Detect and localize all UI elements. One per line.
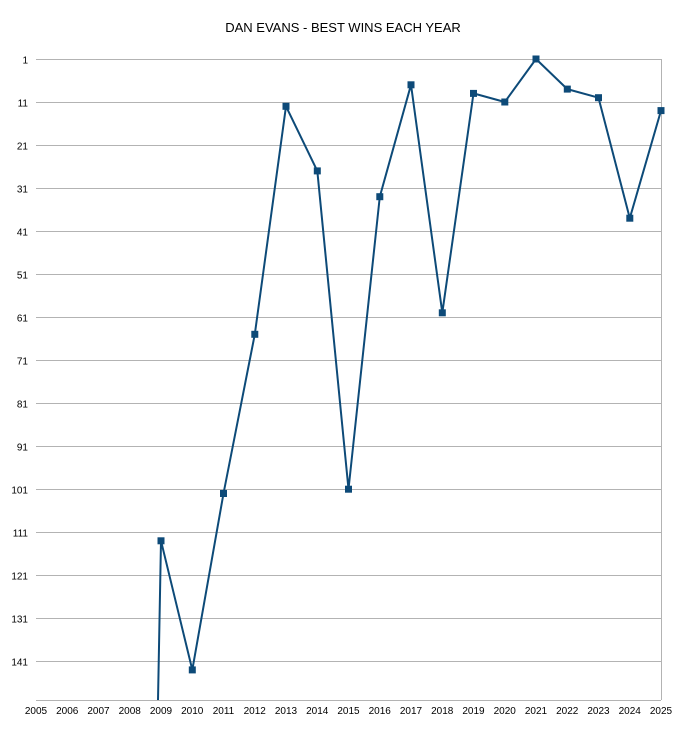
x-tick-label: 2015: [337, 706, 360, 717]
data-point-marker: [313, 167, 321, 175]
series-layer: [157, 55, 665, 701]
data-point-marker: [532, 55, 540, 63]
y-tick-label: 141: [11, 658, 28, 669]
x-tick-label: 2006: [56, 706, 79, 717]
data-point-marker: [407, 81, 415, 89]
data-point-marker: [438, 309, 446, 317]
data-point-marker: [157, 537, 165, 545]
x-tick-label: 2024: [619, 706, 642, 717]
y-tick-label: 111: [13, 529, 29, 540]
y-tick-label: 91: [17, 443, 29, 454]
x-tick-label: 2013: [275, 706, 298, 717]
x-tick-label: 2009: [150, 706, 173, 717]
chart-title: DAN EVANS - BEST WINS EACH YEAR: [225, 20, 461, 35]
y-tick-label: 11: [18, 99, 29, 110]
data-point-marker: [563, 85, 571, 93]
y-tick-label: 61: [17, 314, 29, 325]
x-tick-label: 2023: [587, 706, 610, 717]
x-tick-label: 2011: [213, 706, 235, 717]
y-tick-label: 51: [17, 271, 29, 282]
x-tick-label: 2021: [525, 706, 548, 717]
y-tick-label: 121: [11, 572, 28, 583]
data-point-marker: [220, 490, 227, 497]
y-tick-label: 81: [17, 400, 29, 411]
x-tick-label: 2016: [369, 706, 392, 717]
x-tick-label: 2005: [25, 706, 48, 717]
data-point-marker: [595, 94, 602, 102]
data-point-marker: [345, 485, 352, 493]
y-tick-label: 71: [17, 357, 29, 368]
x-axis: 2005 2006 2007 2008 2009 2010 2011 2012 2013 2014…: [25, 706, 673, 717]
data-point-marker: [470, 89, 477, 97]
x-tick-label: 2025: [650, 706, 673, 717]
data-point-marker: [657, 107, 665, 115]
data-point-marker: [626, 214, 634, 222]
x-tick-label: 2007: [87, 706, 110, 717]
x-tick-label: 2012: [244, 706, 267, 717]
data-point-marker: [501, 98, 509, 106]
data-point-marker: [376, 193, 384, 201]
data-point-marker: [188, 666, 196, 674]
series-line: [157, 58, 662, 701]
x-tick-label: 2010: [181, 706, 204, 717]
x-tick-label: 2017: [400, 706, 423, 717]
y-tick-label: 31: [17, 185, 29, 196]
data-point-marker: [282, 102, 290, 110]
x-tick-label: 2018: [431, 706, 454, 717]
y-tick-label: 101: [11, 486, 28, 497]
x-tick-label: 2020: [494, 706, 517, 717]
x-tick-label: 2008: [119, 706, 142, 717]
x-tick-label: 2022: [556, 706, 579, 717]
y-tick-label: 41: [17, 228, 29, 239]
y-tick-label: 1: [22, 56, 28, 67]
y-tick-label: 131: [11, 615, 28, 626]
x-tick-label: 2019: [462, 706, 485, 717]
y-tick-label: 21: [17, 142, 29, 153]
data-point-marker: [251, 330, 259, 338]
grid-layer: [36, 59, 662, 701]
x-tick-label: 2014: [306, 706, 329, 717]
